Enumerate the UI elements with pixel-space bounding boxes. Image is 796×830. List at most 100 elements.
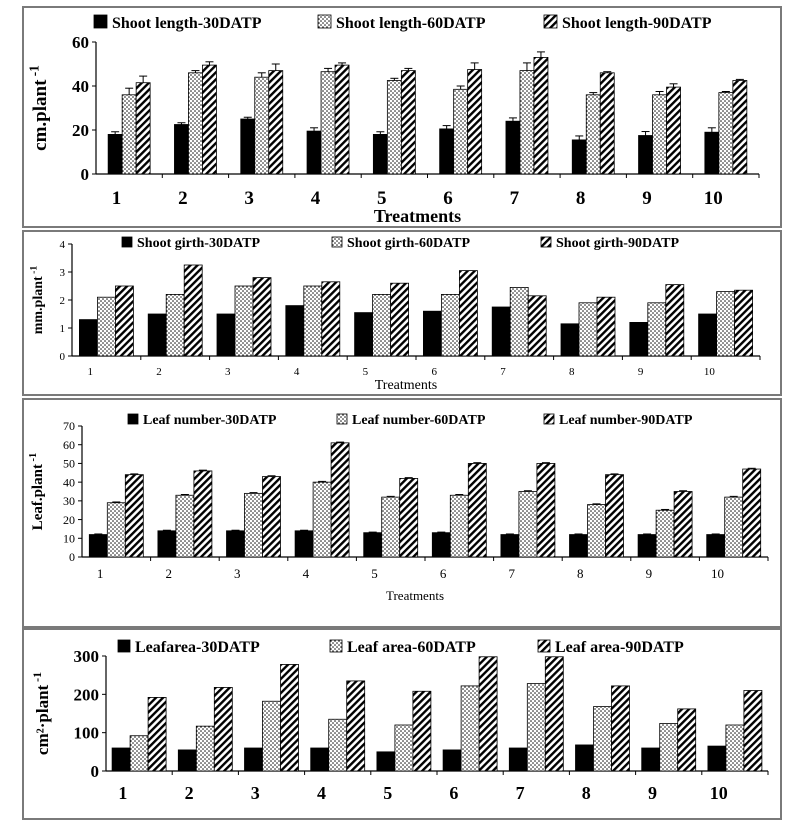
bar-c2-s3-t10 xyxy=(742,468,762,558)
x-tick-label: 3 xyxy=(234,566,241,581)
x-tick-label: 9 xyxy=(642,188,652,209)
legend-label: Shoot length-90DATP xyxy=(562,15,712,32)
bar-c2-s1-t1 xyxy=(88,534,108,558)
y-tick-label: 100 xyxy=(74,724,100,743)
x-tick-label: 1 xyxy=(112,188,122,209)
bar-c0-s2-t5 xyxy=(386,80,402,175)
bar-c0-s2-t8 xyxy=(585,94,601,175)
x-tick-label: 8 xyxy=(569,366,575,378)
bar-c2-s2-t7 xyxy=(518,491,538,558)
bar-c2-s3-t8 xyxy=(605,474,624,558)
legend-swatch xyxy=(117,639,131,653)
bar-c1-s1-t5 xyxy=(354,312,374,357)
y-tick-label: 60 xyxy=(72,33,89,52)
legend-swatch xyxy=(121,236,133,248)
bar-c0-s3-t1 xyxy=(135,82,151,175)
bar-c2-s3-t1 xyxy=(124,474,144,558)
bar-c2-s3-t2 xyxy=(193,470,213,558)
y-tick-label: 200 xyxy=(74,685,100,704)
bar-c0-s1-t10 xyxy=(704,131,720,175)
bar-c3-s3-t6 xyxy=(478,656,498,772)
bar-c1-s2-t7 xyxy=(509,287,529,357)
bar-c0-s3-t2 xyxy=(202,64,217,175)
shoot-length-chart-panel: 0 20 40 60 1 2 3 4 5 6 7 8 9 10 Treatments cm.plant -1 S… xyxy=(22,6,782,228)
x-tick-label: 4 xyxy=(294,366,300,378)
bar-c3-s2-t4 xyxy=(328,718,348,772)
bar-c3-s3-t1 xyxy=(147,697,167,772)
bar-c0-s3-t9 xyxy=(666,86,681,175)
y-tick-label: 1 xyxy=(60,323,66,335)
bar-c2-s1-t10 xyxy=(706,534,726,558)
y-axis-label: Leaf.plant -1 xyxy=(28,453,46,531)
y-tick-label: 0 xyxy=(60,351,66,363)
bar-c0-s2-t10 xyxy=(718,92,734,175)
bar-c1-s1-t10 xyxy=(698,313,717,357)
bar-c0-s2-t4 xyxy=(320,71,336,175)
x-tick-label: 10 xyxy=(711,566,724,581)
x-tick-label: 7 xyxy=(500,366,506,378)
bar-c1-s2-t1 xyxy=(97,296,116,357)
bar-c1-s3-t7 xyxy=(527,295,547,357)
x-tick-label: 8 xyxy=(577,566,584,581)
bar-c0-s1-t8 xyxy=(571,139,587,175)
bar-c0-s2-t1 xyxy=(121,94,137,175)
x-tick-label: 5 xyxy=(377,188,387,209)
bar-c3-s1-t8 xyxy=(575,744,594,772)
bar-c1-s1-t4 xyxy=(285,305,305,357)
bar-c3-s2-t10 xyxy=(725,724,745,772)
legend-swatch xyxy=(537,639,551,653)
bar-c1-s2-t8 xyxy=(578,302,598,357)
y-axis-label: cm.plant -1 xyxy=(26,65,51,151)
bar-c1-s3-t10 xyxy=(734,289,753,357)
x-tick-label: 1 xyxy=(118,783,127,803)
legend-label: Shoot girth-90DATP xyxy=(556,236,679,251)
x-tick-label: 4 xyxy=(303,566,310,581)
y-tick-label: 30 xyxy=(63,494,75,508)
bar-c0-s1-t6 xyxy=(439,128,455,175)
y-tick-label: 0 xyxy=(81,165,90,184)
legend-label: Leaf area-60DATP xyxy=(347,639,476,656)
x-tick-label: 7 xyxy=(510,188,520,209)
x-tick-label: 1 xyxy=(97,566,104,581)
x-tick-label: 10 xyxy=(710,783,728,803)
bar-c0-s1-t3 xyxy=(240,118,256,175)
x-tick-label: 2 xyxy=(185,783,194,803)
bar-c2-s3-t6 xyxy=(467,463,487,558)
legend-swatch xyxy=(540,236,552,248)
bar-c1-s3-t2 xyxy=(183,264,203,357)
bar-c2-s2-t4 xyxy=(312,481,332,558)
shoot-length-chart: 0 20 40 60 1 2 3 4 5 6 7 8 9 10 Treatments cm.plant -1 S… xyxy=(26,14,760,226)
bar-c1-s3-t5 xyxy=(390,282,410,357)
bar-c1-s2-t6 xyxy=(440,294,460,357)
bar-c0-s2-t9 xyxy=(652,94,667,175)
bar-c0-s3-t4 xyxy=(334,64,350,175)
legend-label: Shoot girth-60DATP xyxy=(347,236,470,251)
bar-c0-s1-t9 xyxy=(638,135,653,175)
legend-label: Leafarea-30DATP xyxy=(135,639,260,656)
y-tick-label: 60 xyxy=(63,438,75,452)
x-axis-label: Treatments xyxy=(374,206,461,226)
legend-label: Leaf number-90DATP xyxy=(559,413,693,428)
bar-c2-s3-t9 xyxy=(673,491,693,558)
bar-c3-s2-t9 xyxy=(659,723,679,772)
y-tick-label: 20 xyxy=(72,121,89,140)
bar-c0-s3-t6 xyxy=(467,69,483,175)
bar-c3-s2-t6 xyxy=(460,685,480,772)
bar-c1-s3-t8 xyxy=(596,296,616,357)
bar-c0-s3-t5 xyxy=(400,70,416,175)
x-tick-label: 5 xyxy=(363,366,369,378)
bar-c2-s1-t7 xyxy=(500,534,520,558)
legend-swatch xyxy=(336,413,348,425)
bar-c1-s3-t6 xyxy=(458,270,478,357)
bar-c0-s1-t7 xyxy=(505,120,521,175)
x-tick-label: 6 xyxy=(440,566,447,581)
bar-c1-s2-t10 xyxy=(716,291,735,357)
bar-c0-s2-t2 xyxy=(188,72,203,175)
bar-c0-s3-t10 xyxy=(732,80,748,175)
bar-c0-s1-t1 xyxy=(107,134,123,175)
y-axis-label: mm.plant -1 xyxy=(28,266,46,335)
bar-c2-s2-t6 xyxy=(449,494,469,558)
bar-c0-s1-t2 xyxy=(174,124,189,175)
bar-c2-s2-t2 xyxy=(175,494,195,558)
bar-c1-s2-t2 xyxy=(165,294,185,357)
